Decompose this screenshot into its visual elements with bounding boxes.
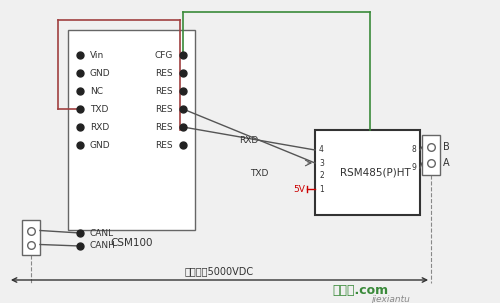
- Text: TXD: TXD: [250, 169, 268, 178]
- Text: CFG: CFG: [154, 51, 173, 59]
- Text: RES: RES: [156, 68, 173, 78]
- Text: RXD: RXD: [90, 122, 109, 132]
- Text: 1: 1: [319, 185, 324, 194]
- Text: RSM485(P)HT: RSM485(P)HT: [340, 168, 411, 178]
- Text: NC: NC: [90, 86, 103, 95]
- Text: CANH: CANH: [90, 241, 116, 251]
- Text: RXD: RXD: [240, 136, 258, 145]
- Text: RES: RES: [156, 105, 173, 114]
- Text: B: B: [443, 142, 450, 152]
- Text: CANL: CANL: [90, 228, 114, 238]
- Text: GND: GND: [90, 141, 110, 149]
- Text: Vin: Vin: [90, 51, 104, 59]
- Bar: [315, 130, 420, 215]
- Text: GND: GND: [90, 68, 110, 78]
- Text: TXD: TXD: [90, 105, 108, 114]
- Text: 接线图.com: 接线图.com: [332, 284, 388, 297]
- Bar: [22, 220, 40, 255]
- Bar: [68, 30, 195, 230]
- Text: 3: 3: [319, 158, 324, 168]
- Text: RES: RES: [156, 86, 173, 95]
- Text: jiexiantu: jiexiantu: [370, 295, 410, 303]
- Text: 隔离耐印5000VDC: 隔离耐印5000VDC: [185, 266, 254, 276]
- Text: CSM100: CSM100: [110, 238, 153, 248]
- Text: A: A: [443, 158, 450, 168]
- Bar: [422, 135, 440, 175]
- Text: RES: RES: [156, 141, 173, 149]
- Text: 5V: 5V: [293, 185, 305, 194]
- Text: 2: 2: [319, 171, 324, 181]
- Text: RES: RES: [156, 122, 173, 132]
- Text: 8: 8: [411, 145, 416, 155]
- Text: 4: 4: [319, 145, 324, 155]
- Text: 9: 9: [411, 164, 416, 172]
